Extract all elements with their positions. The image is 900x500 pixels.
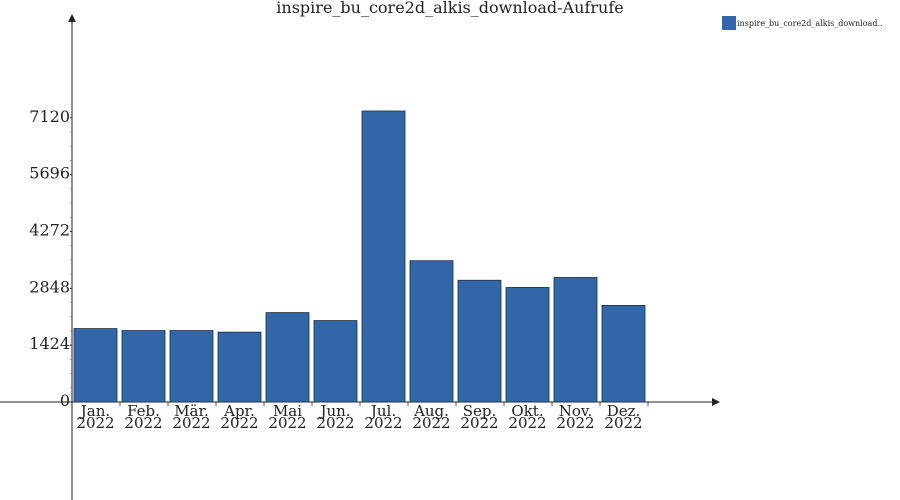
x-tick-label-year: 2022 (220, 414, 258, 432)
bar (457, 279, 502, 403)
x-tick-label-year: 2022 (604, 414, 642, 432)
legend-swatch (722, 16, 736, 30)
x-tick-label-month: Jan. (79, 402, 110, 420)
x-tick-label-year: 2022 (364, 414, 402, 432)
x-tick-label-month: Jun. (318, 402, 350, 420)
x-tick-label-month: Dez. (607, 402, 641, 420)
bar (73, 328, 118, 403)
bar (505, 287, 550, 403)
bar (601, 304, 646, 403)
x-tick-label-month: Mär. (174, 402, 209, 420)
x-tick-label-year: 2022 (76, 414, 114, 432)
x-axis-arrow (712, 398, 720, 406)
x-tick-label-year: 2022 (124, 414, 162, 432)
x-tick-label-year: 2022 (556, 414, 594, 432)
y-tick-label: 2848 (29, 277, 70, 296)
x-tick-label-year: 2022 (412, 414, 450, 432)
bar (121, 330, 166, 403)
chart-title: inspire_bu_core2d_alkis_download-Aufrufe (276, 0, 623, 17)
bar (361, 110, 406, 403)
x-tick-label-year: 2022 (316, 414, 354, 432)
legend-label: inspire_bu_core2d_alkis_download.. (737, 19, 883, 28)
x-tick-label-month: Nov. (559, 402, 593, 420)
x-tick-label-month: Sep. (463, 402, 497, 420)
x-tick-label-year: 2022 (172, 414, 210, 432)
x-tick-label-month: Feb. (127, 402, 160, 420)
bar (409, 260, 454, 403)
y-tick-label: 5696 (29, 164, 70, 183)
x-tick-label-year: 2022 (460, 414, 498, 432)
bar (265, 312, 310, 403)
bars (73, 110, 646, 403)
y-tick-label: 1424 (29, 334, 70, 353)
y-tick-label: 7120 (29, 107, 70, 126)
bar (313, 320, 358, 403)
y-axis-arrow (68, 14, 76, 22)
legend: inspire_bu_core2d_alkis_download.. (722, 16, 883, 30)
x-tick-label-month: Aug. (413, 402, 449, 420)
bar (169, 330, 214, 403)
bar (553, 277, 598, 403)
x-tick-label-month: Mai (273, 402, 302, 420)
bar (217, 331, 262, 403)
x-tick-label-month: Okt. (511, 402, 543, 420)
x-tick-label-year: 2022 (508, 414, 546, 432)
y-tick-label: 4272 (29, 220, 70, 239)
x-tick-label-year: 2022 (268, 414, 306, 432)
y-ticks: 0 1424 2848 4272 5696 7120 (29, 107, 72, 410)
x-tick-label-month: Apr. (223, 402, 255, 420)
x-ticks: Jan.2022Feb.2022Mär.2022Apr.2022Mai2022J… (71, 402, 649, 432)
x-tick-label-month: Jul. (369, 402, 396, 420)
y-tick-label: 0 (60, 391, 70, 410)
